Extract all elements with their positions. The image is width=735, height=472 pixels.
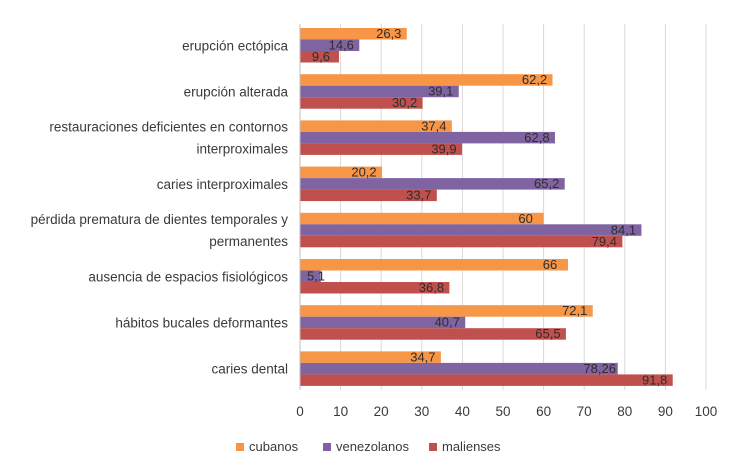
value-label: 91,8 bbox=[642, 372, 667, 387]
legend-swatch-malienses bbox=[429, 443, 437, 451]
bar-malienses bbox=[300, 328, 566, 340]
value-label: 20,2 bbox=[351, 165, 376, 180]
legend-swatch-venezolanos bbox=[323, 443, 331, 451]
bar-cubanos bbox=[300, 166, 383, 179]
value-label: 37,4 bbox=[421, 118, 446, 133]
axis: 0 10 20 30 40 50 60 70 80 90 100 bbox=[296, 24, 717, 419]
x-tick-label: 30 bbox=[414, 404, 429, 419]
value-label: 26,3 bbox=[376, 26, 401, 41]
bar-malienses bbox=[300, 143, 462, 155]
x-tick-label: 10 bbox=[333, 404, 348, 419]
bar-venezolanos bbox=[300, 316, 466, 329]
legend-label-venezolanos: venezolanos bbox=[336, 439, 409, 454]
value-label: 40,7 bbox=[435, 315, 460, 330]
value-label: 79,4 bbox=[592, 234, 617, 249]
x-tick-label: 50 bbox=[495, 404, 510, 419]
bar-malienses bbox=[300, 235, 623, 248]
value-label: 62,2 bbox=[522, 72, 547, 87]
legend: cubanos venezolanos malienses bbox=[236, 439, 501, 454]
bar-malienses bbox=[300, 189, 437, 202]
value-label: 84,1 bbox=[611, 222, 636, 237]
value-label: 78,26 bbox=[583, 361, 616, 376]
legend-label-cubanos: cubanos bbox=[249, 439, 299, 454]
x-tick-label: 70 bbox=[577, 404, 592, 419]
category-label: restauraciones deficientes en contornos i… bbox=[49, 120, 288, 157]
bar-cubanos bbox=[300, 28, 407, 40]
legend-swatch-cubanos bbox=[236, 443, 244, 451]
x-tick-label: 40 bbox=[455, 404, 470, 419]
bar-cubanos bbox=[300, 351, 441, 363]
value-label: 72,1 bbox=[562, 303, 587, 318]
x-tick-label: 80 bbox=[617, 404, 632, 419]
bar-malienses bbox=[300, 97, 423, 109]
value-label: 9,6 bbox=[312, 49, 330, 64]
category-label: caries interproximales bbox=[157, 177, 289, 192]
bar-venezolanos bbox=[300, 85, 459, 98]
bar-cubanos bbox=[300, 74, 553, 86]
value-label: 62,8 bbox=[524, 130, 549, 145]
value-label: 60 bbox=[518, 211, 532, 226]
x-tick-label: 90 bbox=[658, 404, 673, 419]
category-label: hábitos bucales deformantes bbox=[115, 315, 288, 330]
category-label: ausencia de espacios fisiológicos bbox=[88, 269, 288, 284]
bar-cubanos bbox=[300, 212, 544, 225]
bar-cubanos bbox=[300, 120, 452, 132]
bar-venezolanos bbox=[300, 224, 642, 236]
bar-malienses bbox=[300, 282, 450, 294]
category-label: caries dental bbox=[211, 362, 288, 377]
value-label: 34,7 bbox=[410, 349, 435, 364]
category-label: erupción alterada bbox=[184, 84, 289, 99]
x-tick-label: 100 bbox=[695, 404, 718, 419]
bar-venezolanos bbox=[300, 131, 555, 144]
value-label: 14,6 bbox=[329, 38, 354, 53]
bar-malienses bbox=[300, 374, 673, 386]
category-label: pérdida prematura de dientes temporales … bbox=[31, 212, 289, 249]
x-tick-label: 0 bbox=[296, 404, 304, 419]
value-label: 30,2 bbox=[392, 95, 417, 110]
bar-venezolanos bbox=[300, 39, 360, 51]
bar-malienses bbox=[300, 51, 339, 63]
value-label: 39,9 bbox=[431, 141, 456, 156]
bars bbox=[300, 28, 673, 386]
legend-label-malienses: malienses bbox=[442, 439, 501, 454]
value-label: 65,2 bbox=[534, 176, 559, 191]
bar-venezolanos bbox=[300, 270, 321, 282]
value-label: 39,1 bbox=[428, 84, 453, 99]
bar-venezolanos bbox=[300, 178, 565, 190]
x-tick-label: 20 bbox=[374, 404, 389, 419]
bar-cubanos bbox=[300, 259, 568, 271]
value-labels: 26,3 14,69,6 62,2 39,1 30,2 37,4 62,8 39,9 20,2 6… bbox=[307, 26, 667, 387]
category-labels: erupción ectópica erupción alterada restau… bbox=[31, 38, 289, 376]
value-label: 66 bbox=[543, 257, 557, 272]
value-label: 33,7 bbox=[406, 188, 431, 203]
bar-venezolanos bbox=[300, 362, 618, 375]
x-tick-label: 60 bbox=[536, 404, 551, 419]
bar-cubanos bbox=[300, 305, 593, 317]
value-label: 65,5 bbox=[535, 326, 560, 341]
value-label: 36,8 bbox=[419, 280, 444, 295]
category-label: erupción ectópica bbox=[182, 38, 288, 53]
value-label: 5,1 bbox=[307, 269, 325, 284]
